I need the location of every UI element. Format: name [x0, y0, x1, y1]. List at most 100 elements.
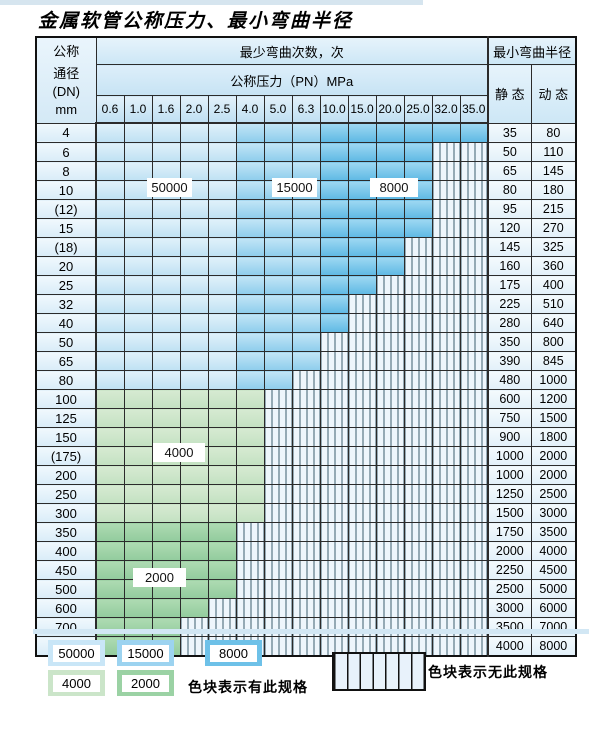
spec-cell	[95, 408, 125, 428]
spec-cell	[179, 465, 209, 485]
no-spec-cell	[431, 142, 461, 162]
spec-cell	[375, 199, 405, 219]
no-spec-cell	[263, 408, 293, 428]
spec-cell	[207, 180, 237, 200]
no-spec-cell	[459, 370, 489, 390]
spec-cell	[235, 446, 265, 466]
no-spec-cell	[263, 465, 293, 485]
spec-cell	[235, 237, 265, 257]
dynamic-cell: 3500	[530, 522, 577, 542]
no-spec-cell	[263, 427, 293, 447]
no-spec-cell	[431, 332, 461, 352]
spec-cell	[123, 218, 153, 238]
no-spec-cell	[375, 541, 405, 561]
no-spec-cell	[459, 408, 489, 428]
dynamic-cell: 845	[530, 351, 577, 371]
dynamic-cell: 145	[530, 161, 577, 181]
spec-cell	[235, 484, 265, 504]
spec-cell	[263, 122, 293, 143]
pressure-column-header: 4.0	[235, 95, 265, 124]
spec-cell	[319, 142, 349, 162]
no-spec-cell	[263, 636, 293, 657]
cycle-count-label: 4000	[153, 443, 205, 462]
spec-cell	[151, 484, 181, 504]
spec-cell	[403, 142, 433, 162]
cycle-count-label: 8000	[370, 178, 418, 197]
no-spec-cell	[459, 484, 489, 504]
spec-cell	[235, 122, 265, 143]
spec-cell	[123, 484, 153, 504]
spec-cell	[319, 161, 349, 181]
dn-cell: 250	[35, 484, 97, 504]
no-spec-cell	[403, 351, 433, 371]
spec-cell	[95, 560, 125, 580]
no-spec-cell	[347, 484, 377, 504]
spec-cell	[179, 237, 209, 257]
spec-cell	[207, 560, 237, 580]
spec-cell	[235, 427, 265, 447]
dynamic-cell: 2000	[530, 446, 577, 466]
no-spec-cell	[319, 484, 349, 504]
static-cell: 145	[487, 237, 532, 257]
spec-cell	[263, 237, 293, 257]
spec-cell	[291, 256, 321, 276]
pressure-header: 公称压力（PN）MPa	[95, 64, 489, 96]
spec-cell	[95, 275, 125, 295]
bend-cycles-header: 最少弯曲次数，次	[95, 36, 489, 65]
spec-cell	[263, 199, 293, 219]
legend-swatch: 50000	[48, 640, 105, 666]
no-spec-cell	[459, 446, 489, 466]
static-cell: 120	[487, 218, 532, 238]
static-cell: 225	[487, 294, 532, 314]
no-spec-cell	[403, 465, 433, 485]
spec-cell	[263, 370, 293, 390]
spec-cell	[291, 332, 321, 352]
no-spec-cell	[263, 541, 293, 561]
static-cell: 350	[487, 332, 532, 352]
static-cell: 2250	[487, 560, 532, 580]
no-spec-cell	[291, 503, 321, 523]
spec-cell	[319, 199, 349, 219]
radius-header: 最小弯曲半径	[487, 36, 577, 65]
spec-cell	[235, 332, 265, 352]
spec-cell	[123, 256, 153, 276]
spec-cell	[319, 275, 349, 295]
static-cell: 390	[487, 351, 532, 371]
dynamic-cell: 215	[530, 199, 577, 219]
spec-cell	[319, 218, 349, 238]
spec-cell	[263, 332, 293, 352]
no-spec-cell	[263, 503, 293, 523]
no-spec-cell	[459, 503, 489, 523]
dn-cell: 8	[35, 161, 97, 181]
legend-swatch: 8000	[205, 640, 262, 666]
no-spec-cell	[431, 161, 461, 181]
no-spec-cell	[403, 636, 433, 657]
spec-cell	[403, 218, 433, 238]
no-spec-cell	[403, 446, 433, 466]
spec-cell	[151, 427, 181, 447]
spec-cell	[207, 484, 237, 504]
spec-cell	[123, 522, 153, 542]
table-row: 150 900 1800	[35, 427, 577, 447]
spec-cell	[179, 313, 209, 333]
spec-cell	[347, 142, 377, 162]
spec-cell	[179, 408, 209, 428]
spec-cell	[151, 332, 181, 352]
spec-cell	[179, 427, 209, 447]
spec-cell	[179, 199, 209, 219]
no-spec-cell	[431, 370, 461, 390]
spec-cell	[375, 218, 405, 238]
dynamic-cell: 3000	[530, 503, 577, 523]
spec-cell	[207, 370, 237, 390]
no-spec-cell	[403, 484, 433, 504]
cycle-count-label: 2000	[133, 568, 186, 587]
static-cell: 280	[487, 313, 532, 333]
no-spec-cell	[263, 579, 293, 599]
no-spec-cell	[403, 522, 433, 542]
spec-cell	[207, 465, 237, 485]
spec-cell	[95, 370, 125, 390]
spec-cell	[235, 180, 265, 200]
spec-table: 公称 通径 (DN) mm 最少弯曲次数，次 最小弯曲半径 公称压力（PN）MP…	[35, 36, 578, 657]
table-row: 500 2500 5000	[35, 579, 577, 599]
spec-cell	[179, 560, 209, 580]
